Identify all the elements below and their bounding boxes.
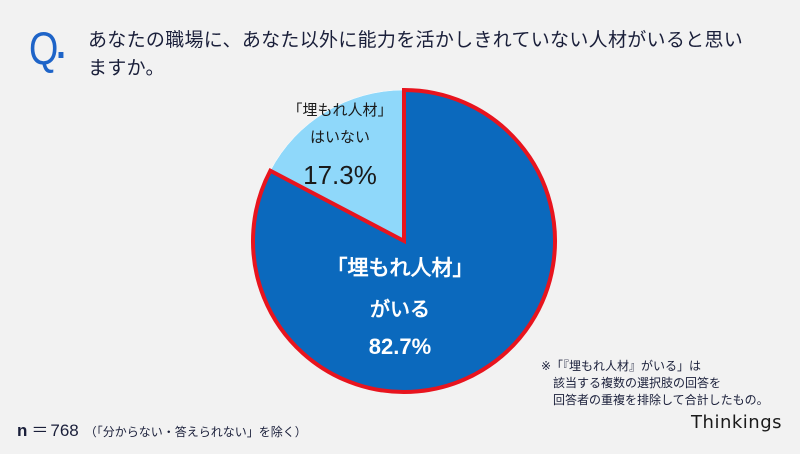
slice-large-label-line1: 「埋もれ人材」 xyxy=(326,256,474,280)
slice-small-label-line1: 「埋もれ人材」 xyxy=(287,101,393,119)
sample-size: n ＝ 768 （「分からない・答えられない」を除く） xyxy=(17,416,307,441)
question-mark-q: Q xyxy=(29,22,64,74)
footnote-line1: ※「『埋もれ人材』がいる」は xyxy=(541,359,702,373)
pie-slice-not-present xyxy=(269,89,405,242)
brand-logo-text: Thinkings xyxy=(691,412,782,433)
sample-exclusion-note: （「分からない・答えられない」を除く） xyxy=(84,425,307,439)
question-text: あなたの職場に、あなた以外に能力を活かしきれていない人材がいると思いますか。 xyxy=(88,29,744,79)
q-dot xyxy=(58,52,64,58)
footnote-line3: 回答者の重複を排除して合計したもの。 xyxy=(553,393,769,407)
sample-count: 768 xyxy=(50,421,79,440)
q-letter: Q xyxy=(29,22,58,74)
slice-large-label-line2: がいる xyxy=(370,297,430,321)
pie-slice-present xyxy=(251,87,557,394)
sample-equals: ＝ xyxy=(31,421,49,440)
footnote: ※「『埋もれ人材』がいる」は 該当する複数の選択肢の回答を 回答者の重複を排除し… xyxy=(541,358,769,409)
slice-large-value: 82.7% xyxy=(368,334,432,359)
slice-small-value: 17.3% xyxy=(303,160,377,190)
footnote-line2: 該当する複数の選択肢の回答を xyxy=(553,376,722,390)
sample-n-label: n xyxy=(17,421,28,440)
slice-small-label-line2: はいない xyxy=(309,128,370,146)
